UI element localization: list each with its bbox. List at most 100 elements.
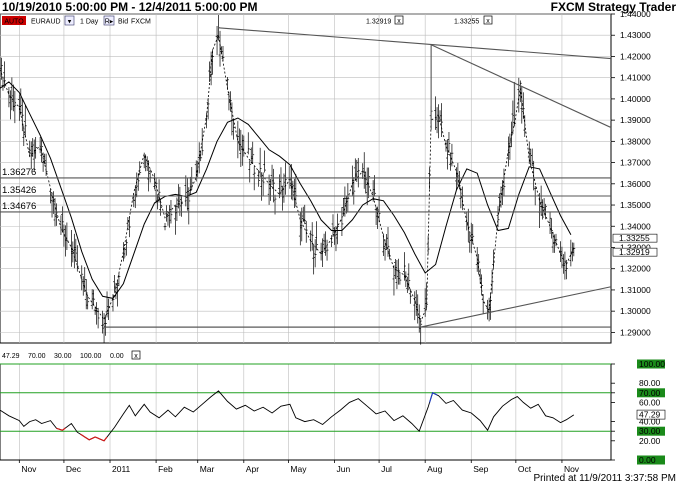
ohlc-bar bbox=[55, 203, 58, 226]
symbol-label: EURAUD bbox=[31, 19, 61, 26]
rsi-tick-label: 40.00 bbox=[639, 417, 661, 427]
close-glyph: x bbox=[134, 353, 138, 360]
y-tick-label: 1.30000 bbox=[620, 306, 651, 316]
close-icon bbox=[394, 15, 404, 25]
y-tick-label: 1.41000 bbox=[620, 73, 651, 83]
y-tick-label: 1.40000 bbox=[620, 94, 651, 104]
timeframe-label: 1 Day bbox=[80, 19, 99, 26]
ohlc-bar bbox=[263, 150, 267, 173]
ohlc-bar bbox=[117, 273, 121, 287]
rsi-tick-label: 100.00 bbox=[639, 359, 665, 369]
ohlc-bar bbox=[111, 294, 115, 312]
rsi-oversold-segment bbox=[56, 427, 66, 431]
ohlc-bar bbox=[13, 90, 17, 124]
ohlc-bar bbox=[229, 91, 232, 112]
printed-timestamp: Printed at 11/9/2011 3:37:58 PM bbox=[533, 473, 676, 484]
r-icon bbox=[103, 15, 115, 26]
price-label-box bbox=[612, 247, 658, 257]
y-tick-label: 1.33000 bbox=[620, 242, 651, 252]
ohlc-bar bbox=[61, 206, 64, 233]
symbol-toolbar: AUTO EURAUD ▾ 1 Day R▸ Bid FXCM 1.32919 x 1.33255… bbox=[2, 15, 493, 26]
x-tick-label: Oct bbox=[518, 464, 532, 474]
ohlc-bar bbox=[261, 172, 265, 196]
y-tick-label: 1.42000 bbox=[620, 51, 651, 61]
ohlc-bar bbox=[80, 265, 84, 291]
rsi-toolbar: 47.29 70.00 30.00 100.00 0.00 x bbox=[2, 350, 141, 360]
ohlc-bar bbox=[221, 45, 225, 61]
rsi-param-value: 70.00 bbox=[28, 353, 46, 360]
y-tick-label: 1.39000 bbox=[620, 115, 651, 125]
close-icon bbox=[131, 350, 141, 360]
ohlc-bar bbox=[315, 221, 319, 251]
ohlc-bar bbox=[20, 98, 24, 132]
close-icon bbox=[483, 15, 493, 25]
settings-glyph: ▾ bbox=[68, 19, 72, 26]
level-label: 1.34676 bbox=[2, 201, 36, 212]
close-glyph: x bbox=[486, 18, 490, 25]
ohlc-bar bbox=[284, 162, 287, 195]
ohlc-bar bbox=[127, 215, 131, 238]
y-tick-label: 1.29000 bbox=[620, 327, 651, 337]
current-price-label: 1.33255 bbox=[619, 233, 650, 243]
y-tick-label: 1.35000 bbox=[620, 200, 651, 210]
moving-average-line bbox=[0, 81, 572, 299]
ohlc-bar bbox=[417, 304, 421, 333]
ohlc-bar bbox=[303, 204, 307, 225]
broker-label: FXCM bbox=[131, 19, 151, 26]
x-tick-label: Aug bbox=[427, 464, 442, 474]
ohlc-bar bbox=[154, 178, 158, 204]
ohlc-bar bbox=[466, 208, 470, 242]
date-range: 10/19/2010 5:00:00 PM - 12/4/2011 5:00:0… bbox=[2, 0, 258, 14]
rsi-param-value: 0.00 bbox=[110, 353, 124, 360]
ohlc-bar bbox=[246, 132, 250, 155]
rsi-current-box bbox=[636, 409, 666, 420]
x-tick-label: Mar bbox=[200, 464, 215, 474]
x-tick-label: Nov bbox=[564, 464, 580, 474]
rsi-param-value: 47.29 bbox=[2, 353, 20, 360]
ohlc-bar bbox=[231, 118, 235, 140]
ohlc-bar bbox=[572, 242, 576, 257]
ohlc-bar bbox=[565, 259, 568, 280]
ohlc-bar bbox=[398, 272, 402, 285]
x-tick-label: Nov bbox=[21, 464, 37, 474]
ohlc-bar bbox=[211, 49, 214, 75]
x-tick-label: Jul bbox=[381, 464, 392, 474]
price-label-box bbox=[612, 233, 658, 243]
level-label: 1.36276 bbox=[2, 167, 36, 178]
x-tick-label: 2011 bbox=[112, 464, 131, 474]
rsi-param-value: 100.00 bbox=[80, 353, 102, 360]
level-label: 1.35426 bbox=[2, 185, 36, 196]
rsi-band-label-box bbox=[637, 388, 665, 398]
ohlc-bar bbox=[179, 195, 183, 217]
y-tick-label: 1.32000 bbox=[620, 264, 651, 274]
y-tick-label: 1.37000 bbox=[620, 158, 651, 168]
rsi-panel bbox=[0, 363, 612, 461]
ohlc-bar bbox=[258, 147, 262, 178]
price-type-label: Bid bbox=[118, 19, 128, 26]
trendline bbox=[218, 27, 612, 60]
line-value-2: 1.33255 bbox=[454, 19, 479, 26]
ohlc-bar bbox=[310, 222, 314, 251]
ohlc-bar bbox=[450, 143, 454, 167]
x-tick-label: Sep bbox=[473, 464, 488, 474]
rsi-oversold-segment bbox=[79, 433, 108, 442]
ohlc-bar bbox=[248, 160, 252, 183]
ohlc-bar bbox=[541, 199, 545, 220]
rsi-tick-label: 20.00 bbox=[639, 436, 661, 446]
ohlc-bar bbox=[325, 239, 329, 261]
chart-header: 10/19/2010 5:00:00 PM - 12/4/2011 5:00:0… bbox=[0, 0, 680, 14]
auto-label: AUTO bbox=[4, 19, 24, 26]
ohlc-bar bbox=[402, 252, 406, 281]
ohlc-bar bbox=[0, 57, 3, 80]
settings-icon bbox=[64, 15, 75, 26]
ohlc-bar bbox=[407, 263, 411, 291]
ohlc-bar bbox=[84, 279, 88, 310]
y-tick-label: 1.44000 bbox=[620, 9, 651, 19]
rsi-band-label-box bbox=[637, 359, 665, 369]
x-tick-label: Jun bbox=[336, 464, 350, 474]
close-dotted-line bbox=[0, 33, 575, 324]
ohlc-bar bbox=[440, 103, 443, 138]
ohlc-bar bbox=[199, 151, 203, 162]
ohlc-bar bbox=[446, 139, 449, 170]
